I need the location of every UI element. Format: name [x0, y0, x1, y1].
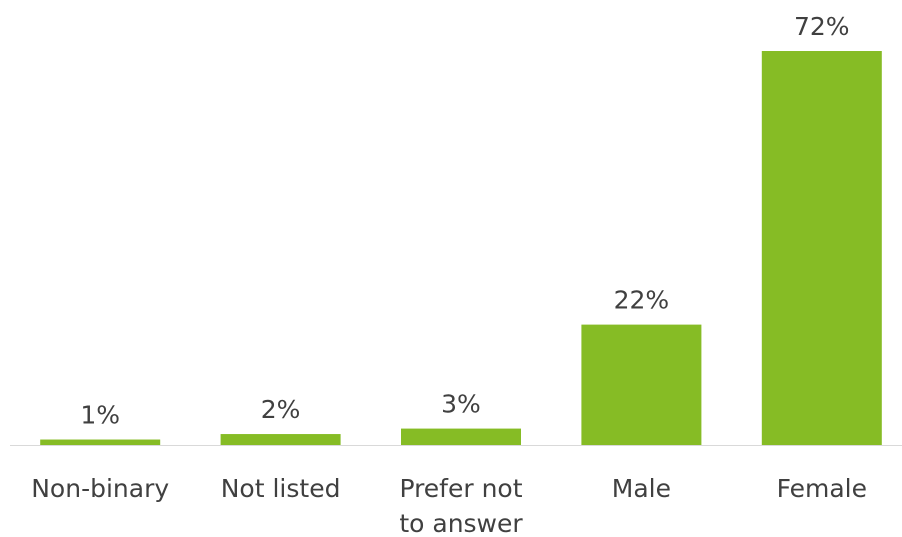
bar-non-binary	[40, 439, 161, 445]
category-label-female: Female	[777, 474, 867, 503]
bar-male	[581, 324, 702, 445]
category-label-line: Not listed	[221, 474, 341, 503]
category-label-line: Female	[777, 474, 867, 503]
category-label-prefer-not-to-answer: Prefer not to answer	[399, 474, 523, 537]
category-label-male: Male	[612, 474, 671, 503]
bars-group	[40, 51, 882, 445]
category-label-line: to answer	[399, 509, 523, 537]
bar-not-listed	[220, 434, 341, 445]
category-label-line: Non-binary	[31, 474, 169, 503]
category-label-not-listed: Not listed	[221, 474, 341, 503]
data-label-male: 22%	[614, 286, 670, 315]
data-label-not-listed: 2%	[261, 395, 301, 424]
data-labels-group: 1% 2% 3% 22% 72%	[80, 12, 849, 430]
category-label-line: Male	[612, 474, 671, 503]
category-label-non-binary: Non-binary	[31, 474, 169, 503]
category-label-line: Prefer not	[399, 474, 522, 503]
bar-female	[761, 51, 882, 445]
data-label-female: 72%	[794, 12, 850, 41]
data-label-prefer-not-to-answer: 3%	[441, 390, 481, 419]
bar-prefer-not-to-answer	[401, 428, 521, 445]
data-label-non-binary: 1%	[80, 401, 120, 430]
category-labels-group: Non-binary Not listed Prefer not to answer M…	[31, 474, 867, 537]
